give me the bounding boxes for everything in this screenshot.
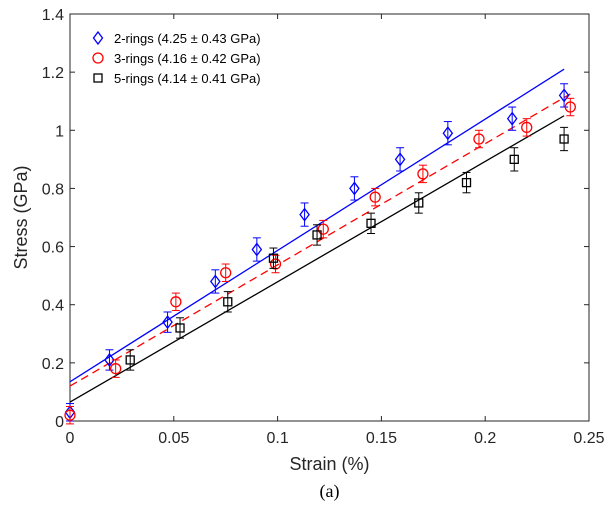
y-axis-title: Stress (GPa): [11, 165, 31, 269]
data-point-series-2: [417, 168, 429, 180]
y-tick-label: 0: [55, 414, 64, 431]
data-point-series-2: [473, 133, 485, 145]
x-tick-label: 0.25: [573, 430, 604, 447]
y-tick-label: 0.8: [42, 181, 64, 198]
data-point-series-1: [162, 315, 173, 330]
data-point-series-3: [268, 253, 279, 263]
data-point-series-3: [509, 154, 519, 165]
data-point-series-3: [559, 134, 569, 144]
data-point-series-3: [366, 218, 376, 228]
data-point-series-1: [104, 352, 115, 368]
data-point-series-3: [414, 198, 424, 208]
legend-label-series-1: 2-rings (4.25 ± 0.43 GPa): [114, 31, 261, 46]
data-point-series-1: [210, 274, 221, 289]
data-point-series-2: [521, 121, 533, 134]
x-tick-label: 0.2: [474, 430, 496, 447]
x-tick-label: 0: [66, 430, 75, 447]
data-point-series-2: [269, 258, 282, 270]
data-point-series-2: [369, 191, 381, 203]
data-point-series-3: [175, 323, 185, 333]
y-tick-label: 1.2: [42, 65, 64, 82]
data-point-series-2: [110, 363, 122, 375]
data-point-series-2: [220, 267, 232, 279]
y-tick-label: 1: [55, 123, 64, 140]
data-point-series-3: [223, 297, 233, 307]
legend-marker-series-2: [92, 52, 104, 64]
data-point-series-3: [461, 177, 472, 188]
fit-line-series-3: [69, 115, 565, 403]
x-axis-title: Strain (%): [289, 454, 369, 474]
x-tick-label: 0.15: [366, 430, 397, 447]
data-point-series-1: [299, 207, 310, 222]
x-tick-label: 0.05: [158, 430, 189, 447]
data-point-series-1: [394, 152, 406, 167]
y-tick-label: 0.6: [42, 240, 64, 257]
data-point-series-1: [558, 88, 570, 103]
data-point-series-1: [506, 111, 518, 126]
legend-marker-series-1: [92, 30, 104, 46]
y-tick-label: 0.2: [42, 356, 64, 373]
data-point-series-3: [125, 355, 135, 365]
data-points: [64, 83, 576, 425]
data-point-series-1: [442, 126, 454, 141]
y-tick-label: 0.4: [42, 298, 64, 315]
y-tick-label: 1.4: [42, 7, 64, 24]
data-point-series-2: [317, 223, 329, 235]
data-point-series-2: [564, 101, 576, 113]
data-point-series-3: [312, 230, 322, 240]
data-point-series-1: [349, 181, 360, 196]
legend-label-series-2: 3-rings (4.16 ± 0.42 GPa): [114, 51, 261, 66]
axis-ticks: 0 0.05 0.1 0.15 0.2 0.25 0 0.2 0.4 0.6 0.8 1 1.2 1.4: [42, 7, 605, 447]
data-point-series-1: [251, 242, 263, 257]
data-point-series-2: [64, 409, 76, 421]
fit-line-series-2: [69, 93, 571, 387]
legend-label-series-3: 5-rings (4.14 ± 0.41 GPa): [114, 71, 261, 86]
data-point-series-2: [170, 296, 182, 308]
legend: 2-rings (4.25 ± 0.43 GPa) 3-rings (4.16 ±…: [92, 30, 261, 86]
legend-marker-series-3: [93, 73, 103, 83]
figure-caption: (a): [320, 481, 340, 502]
x-tick-label: 0.1: [266, 430, 288, 447]
